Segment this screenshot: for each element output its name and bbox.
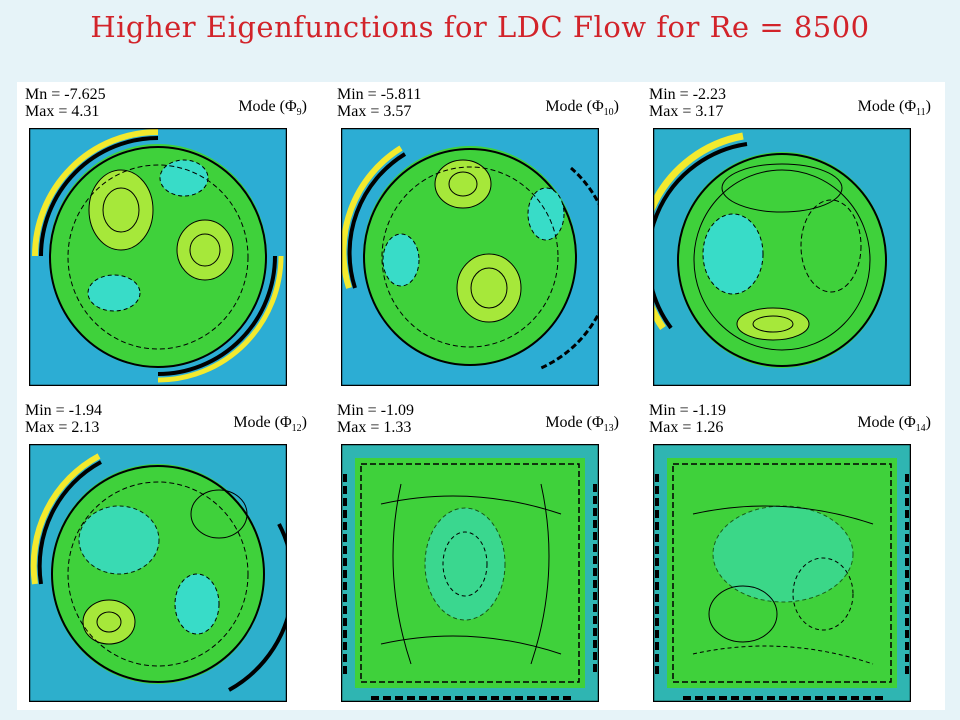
- mode-index: 12: [291, 423, 302, 435]
- panel-stats: Min = -2.23 Max = 3.17: [649, 86, 726, 120]
- panel-stats: Min = -5.811 Max = 3.57: [337, 86, 421, 120]
- mode-text: Mode (Φ: [857, 98, 917, 115]
- panel-stats: Min = -1.19 Max = 1.26: [649, 402, 726, 436]
- mode-label: Mode (Φ13): [545, 414, 619, 435]
- contour-plot: [653, 444, 911, 702]
- mode-index: 10: [603, 107, 614, 119]
- min-label: Min = -1.94: [25, 402, 103, 419]
- max-label: Max = 1.33: [337, 419, 412, 436]
- mode-label: Mode (Φ12): [233, 414, 307, 435]
- panel-stats: Min = -1.94 Max = 2.13: [25, 402, 102, 436]
- contour-plot: [653, 128, 911, 386]
- mode-label: Mode (Φ10): [545, 98, 619, 119]
- panel-stats: Min = -1.09 Max = 1.33: [337, 402, 414, 436]
- eigenfunction-figure: Mn = -7.625 Max = 4.31 Mode (Φ9): [17, 82, 945, 710]
- mode-label: Mode (Φ11): [857, 98, 931, 119]
- mode-panel-12: Min = -1.94 Max = 2.13 Mode (Φ12): [17, 400, 321, 706]
- panel-stats: Mn = -7.625 Max = 4.31: [25, 86, 106, 120]
- max-label: Max = 4.31: [25, 103, 100, 120]
- slide-title: Higher Eigenfunctions for LDC Flow for R…: [90, 10, 870, 44]
- mode-text: Mode (Φ: [857, 414, 916, 431]
- mode-text: Mode (Φ: [545, 98, 604, 115]
- mode-panel-11: Min = -2.23 Max = 3.17 Mode (Φ11): [641, 84, 945, 390]
- mode-index: 14: [915, 423, 926, 435]
- max-label: Max = 3.57: [337, 103, 412, 120]
- mode-text: Mode (Φ: [238, 98, 297, 115]
- mode-label: Mode (Φ9): [238, 98, 307, 119]
- mode-panel-14: Min = -1.19 Max = 1.26 Mode (Φ14): [641, 400, 945, 706]
- mode-index: 13: [603, 423, 614, 435]
- min-label: Min = -2.23: [649, 86, 727, 103]
- mode-panel-9: Mn = -7.625 Max = 4.31 Mode (Φ9): [17, 84, 321, 390]
- min-label: Mn = -7.625: [25, 86, 106, 103]
- min-label: Min = -1.09: [337, 402, 415, 419]
- mode-label: Mode (Φ14): [857, 414, 931, 435]
- mode-panel-13: Min = -1.09 Max = 1.33 Mode (Φ13): [329, 400, 633, 706]
- max-label: Max = 3.17: [649, 103, 724, 120]
- contour-plot: [341, 444, 599, 702]
- mode-text: Mode (Φ: [545, 414, 604, 431]
- min-label: Min = -1.19: [649, 402, 727, 419]
- mode-index: 9: [296, 107, 302, 119]
- max-label: Max = 1.26: [649, 419, 724, 436]
- mode-panel-10: Min = -5.811 Max = 3.57 Mode (Φ10): [329, 84, 633, 390]
- contour-plot: [341, 128, 599, 386]
- mode-index: 11: [916, 107, 926, 119]
- contour-plot: [29, 444, 287, 702]
- min-label: Min = -5.811: [337, 86, 422, 103]
- mode-text: Mode (Φ: [233, 414, 292, 431]
- max-label: Max = 2.13: [25, 419, 100, 436]
- contour-plot: [29, 128, 287, 386]
